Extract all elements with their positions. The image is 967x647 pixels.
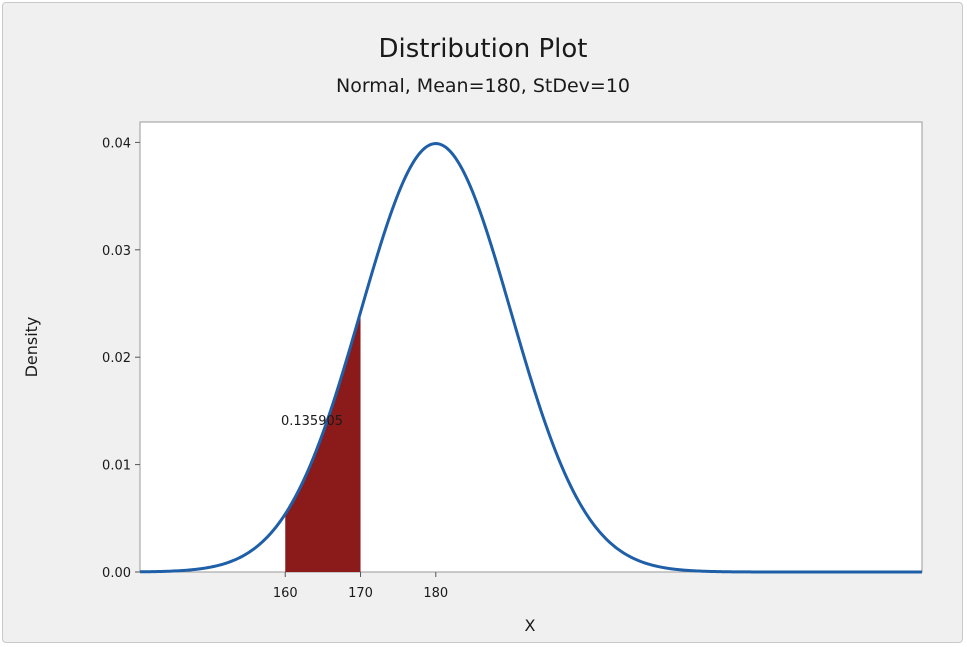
x-tick-label: 180: [423, 586, 448, 601]
y-tick-label: 0.03: [102, 244, 131, 259]
y-axis-label: Density: [22, 317, 41, 378]
y-tick-label: 0.04: [102, 136, 131, 151]
curve-layer: [139, 142, 922, 574]
density-curve: [139, 142, 922, 574]
y-tick-label: 0.00: [102, 566, 131, 581]
y-tick-label: 0.02: [102, 351, 131, 366]
y-tick-layer: 0.00 0.01 0.02 0.03 0.04: [102, 136, 140, 581]
probability-label: 0.135905: [281, 414, 343, 429]
plot-area: [139, 121, 923, 573]
x-tick-layer: 160 170 180: [273, 572, 448, 601]
chart-title: Distribution Plot: [379, 34, 588, 64]
y-tick-label: 0.01: [102, 459, 131, 474]
chart-subtitle: Normal, Mean=180, StDev=10: [336, 75, 630, 97]
x-axis-label: X: [525, 616, 536, 635]
x-tick-label: 160: [273, 586, 298, 601]
x-tick-label: 170: [348, 586, 373, 601]
